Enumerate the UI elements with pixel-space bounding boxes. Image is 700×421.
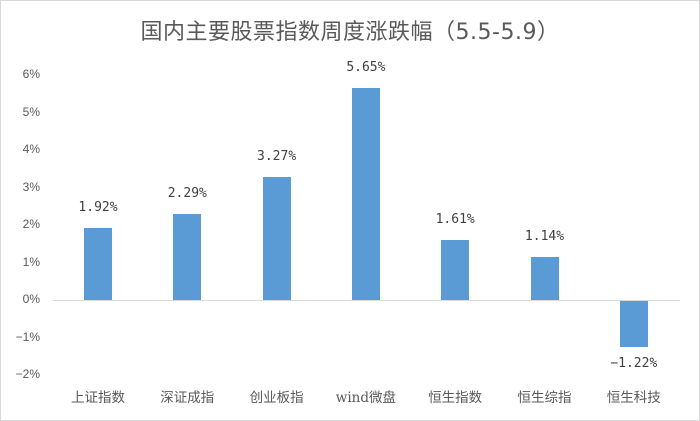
chart-title: 国内主要股票指数周度涨跌幅（5.5-5.9） <box>140 20 560 45</box>
y-tick-label: −1% <box>15 329 40 344</box>
y-tick-label: 1% <box>22 254 40 269</box>
y-tick-label: 0% <box>22 292 40 306</box>
x-category-label: 深证成指 <box>160 390 215 406</box>
x-category-label: wind微盘 <box>335 390 396 406</box>
y-tick-label: 2% <box>22 217 40 231</box>
data-label: 3.27% <box>257 149 297 165</box>
y-tick-label: 5% <box>22 104 40 119</box>
x-category-label: 创业板指 <box>249 390 304 406</box>
data-label: 1.92% <box>78 200 118 215</box>
y-tick-label: 4% <box>22 142 40 156</box>
data-label: −1.22% <box>610 355 658 371</box>
data-label: 1.14% <box>524 229 565 245</box>
y-tick-label: 3% <box>22 179 40 194</box>
y-tick-label: 6% <box>22 67 40 81</box>
x-category-label: 恒生综指 <box>517 390 572 406</box>
data-label: 5.65% <box>346 60 386 76</box>
bar <box>173 214 202 300</box>
bar <box>530 257 559 300</box>
x-category-label: 恒生指数 <box>428 390 483 406</box>
x-category-label: 上证指数 <box>71 390 125 406</box>
bar <box>84 228 112 300</box>
data-label: 1.61% <box>435 211 475 227</box>
data-label: 2.29% <box>167 186 207 202</box>
bar <box>619 301 648 347</box>
y-tick-label: −2% <box>15 367 40 381</box>
bar <box>262 177 291 300</box>
zero-axis-line <box>53 300 680 301</box>
bar <box>441 239 470 300</box>
bar <box>351 88 380 300</box>
x-category-label: 恒生科技 <box>606 390 661 406</box>
